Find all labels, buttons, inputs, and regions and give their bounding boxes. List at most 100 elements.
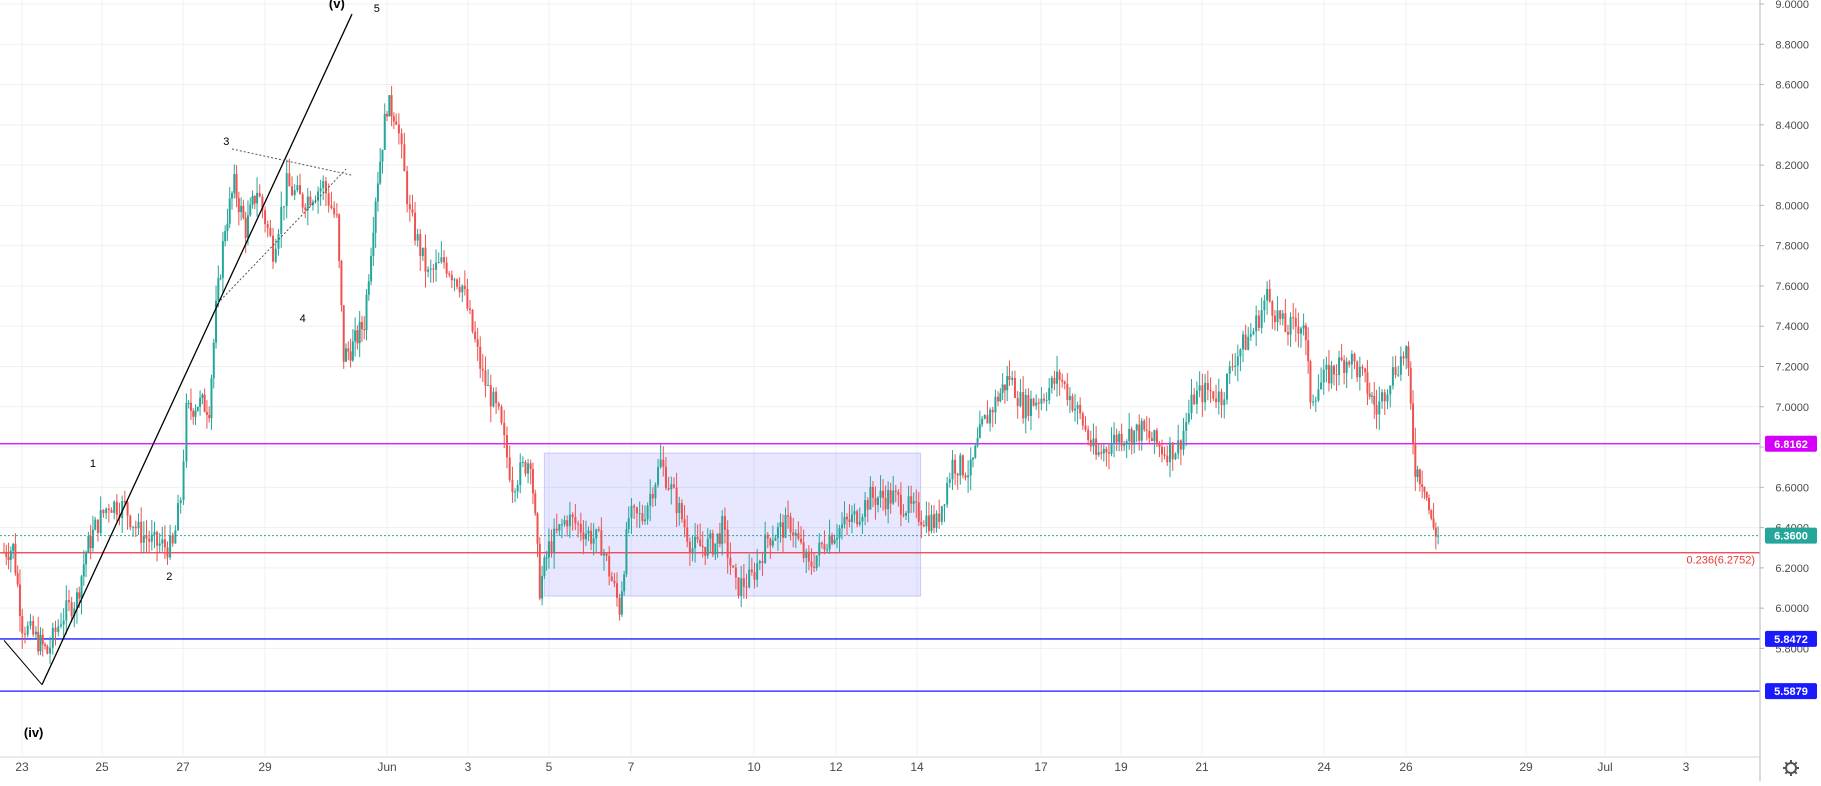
candle-body	[140, 521, 143, 543]
candle-body	[342, 305, 345, 362]
x-tick-label: 3	[465, 760, 472, 774]
candle-body	[347, 348, 350, 352]
price-tag[interactable]: 6.8162	[1765, 435, 1817, 452]
candle-body	[769, 538, 772, 546]
candle-body	[792, 532, 795, 536]
candle-body	[215, 300, 218, 343]
candle-body	[828, 535, 831, 550]
candle-body	[1343, 360, 1346, 373]
candle-body	[1006, 376, 1009, 391]
candle-body	[1220, 391, 1223, 406]
candle-body	[1327, 364, 1330, 384]
candle-body	[940, 506, 943, 522]
candle-body	[492, 391, 495, 407]
price-tag-text: 6.3600	[1774, 531, 1808, 543]
candle-body	[1284, 313, 1287, 332]
candle-body	[495, 391, 498, 404]
candle-body	[889, 490, 892, 504]
candle-body	[1013, 377, 1016, 398]
candle-body	[912, 501, 915, 504]
candle-body	[468, 308, 471, 311]
candle-body	[34, 631, 37, 635]
candle-body	[932, 514, 935, 529]
candle-body	[1242, 334, 1245, 350]
candle-body	[280, 206, 283, 234]
candle-body	[221, 241, 224, 278]
candle-body	[437, 261, 440, 263]
candle-body	[1361, 366, 1364, 369]
candle-body	[32, 620, 35, 635]
candle-body	[1155, 430, 1158, 444]
candle-body	[527, 463, 530, 474]
x-tick-label: 10	[747, 760, 761, 774]
candle-body	[1338, 357, 1341, 375]
candle-body	[704, 546, 707, 556]
price-tag[interactable]: 6.3600	[1765, 527, 1817, 544]
settings-gear-icon[interactable]	[1783, 760, 1799, 776]
candle-body	[21, 616, 24, 634]
candle-body	[1228, 366, 1231, 374]
candle-body	[1022, 392, 1025, 419]
candle-body	[306, 196, 309, 211]
candle-body	[861, 516, 864, 522]
candle-body	[73, 608, 76, 617]
y-tick-label: 7.4000	[1775, 321, 1809, 333]
candle-body	[9, 550, 12, 560]
wave-trendline[interactable]	[3, 640, 43, 686]
consolidation-box[interactable]	[543, 452, 922, 597]
candle-body	[351, 341, 354, 361]
candle-body	[729, 557, 732, 566]
candle-body	[756, 563, 759, 580]
price-tag[interactable]: 5.8472	[1765, 630, 1817, 647]
candle-body	[453, 279, 456, 281]
wave-label: 3	[223, 136, 229, 148]
triangle-upper-line[interactable]	[231, 148, 353, 176]
candle-body	[1182, 430, 1185, 450]
y-axis-background	[1760, 0, 1821, 781]
candle-body	[1389, 385, 1392, 395]
candle-body	[1437, 535, 1440, 537]
candle-body	[1110, 443, 1113, 454]
candle-body	[1371, 395, 1373, 397]
candle-body	[1364, 368, 1367, 373]
candle-body	[105, 508, 108, 514]
candle-body	[1322, 369, 1325, 383]
candle-body	[1081, 413, 1084, 426]
candle-body	[1434, 527, 1437, 537]
candle-body	[107, 508, 110, 510]
triangle-lower-line[interactable]	[214, 168, 347, 307]
candle-body	[1418, 469, 1421, 485]
candle-body	[545, 557, 548, 559]
candle-body	[381, 149, 384, 162]
candle-body	[70, 602, 73, 617]
candle-body	[322, 181, 325, 189]
candle-body	[1368, 393, 1371, 397]
candle-body	[999, 392, 1002, 402]
candle-body	[1158, 443, 1161, 447]
wave-trendline[interactable]	[41, 13, 353, 685]
candle-body	[150, 534, 153, 542]
candle-body	[1317, 389, 1320, 401]
y-tick-label: 6.6000	[1775, 482, 1809, 494]
wave-label: 1	[90, 458, 96, 470]
y-tick-label: 7.2000	[1775, 361, 1809, 373]
candle-body	[838, 528, 841, 538]
candle-body	[1257, 315, 1260, 328]
candle-body	[678, 503, 681, 514]
candle-body	[228, 198, 231, 224]
candle-body	[1043, 398, 1046, 401]
candle-body	[776, 527, 779, 538]
candle-body	[427, 269, 430, 272]
candle-body	[1019, 392, 1022, 407]
x-tick-label: 23	[15, 760, 29, 774]
candle-body	[18, 584, 21, 617]
candle-body	[871, 486, 874, 498]
candle-body	[1148, 430, 1151, 438]
price-tag[interactable]: 5.5879	[1765, 683, 1817, 700]
drawings[interactable]: 1 2 3 4 5 (iv) (v)	[3, 0, 380, 740]
candle-body	[1177, 440, 1180, 454]
candle-body	[123, 501, 126, 503]
